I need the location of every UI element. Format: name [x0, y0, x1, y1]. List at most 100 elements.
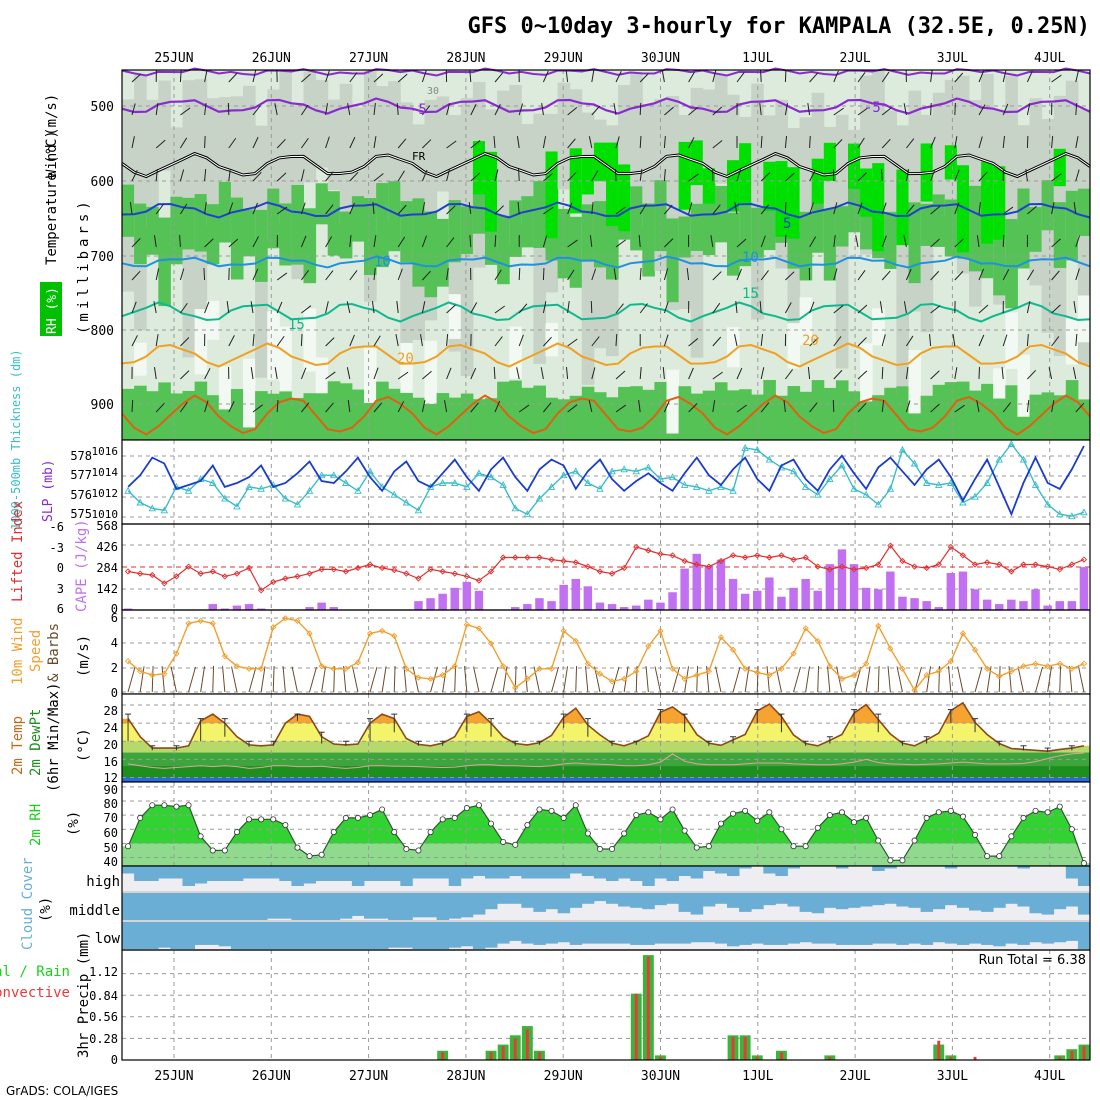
- lifted-index-point: [754, 552, 761, 559]
- cape-bar: [1043, 605, 1052, 610]
- wind-barb: [736, 238, 747, 248]
- lifted-index-point: [766, 554, 773, 561]
- wind10m-speed-point: [959, 630, 967, 637]
- thickness-point: [499, 481, 507, 488]
- wind10m-speed-point: [342, 665, 349, 672]
- wind-barb: [469, 234, 472, 248]
- wind-barb: [639, 367, 642, 380]
- wind10m-speed-point: [124, 658, 132, 665]
- cloud-bar: [654, 922, 667, 944]
- cape-bar: [704, 565, 714, 610]
- rh-shade: [158, 382, 171, 443]
- wind-barb: [760, 135, 763, 149]
- cloud-bar: [654, 866, 667, 879]
- cloud-bar: [206, 922, 220, 945]
- rh2m-point: [802, 843, 809, 850]
- cloud-bar: [896, 922, 909, 945]
- rh-shade: [1029, 98, 1043, 286]
- rh-shade: [218, 366, 232, 410]
- cloud-bar: [230, 922, 244, 949]
- cape-bar: [583, 586, 593, 610]
- lifted-index-point: [185, 563, 192, 570]
- pressure-axis-label: (millibars): [76, 197, 92, 334]
- wind-barb: [1026, 70, 1033, 83]
- cloud-bar: [920, 893, 934, 912]
- thickness-tick: 577: [70, 468, 92, 482]
- wind-barb: [204, 135, 206, 149]
- lifted-index-point: [608, 570, 616, 577]
- wind-barb: [881, 138, 891, 149]
- wind-barb: [397, 73, 408, 83]
- wind10m-speed-point: [984, 665, 991, 672]
- wind-barb: [589, 235, 593, 248]
- wind-barb: [373, 367, 379, 380]
- wind-barb: [760, 270, 769, 281]
- rh-shade: [327, 381, 341, 442]
- thickness-point: [281, 494, 290, 502]
- cloud-bar: [545, 866, 558, 879]
- wind-barb: [349, 136, 356, 149]
- wind-barb: [784, 103, 789, 116]
- rh-shade: [279, 70, 292, 223]
- rh-shade: [848, 391, 861, 452]
- cloud-bar: [763, 893, 776, 906]
- cloud-bar: [848, 922, 861, 945]
- rh2m-point: [125, 843, 132, 850]
- wind-barb: [760, 69, 762, 83]
- wind-barb: [252, 334, 255, 347]
- cloud-bar: [134, 922, 147, 949]
- pressure-tick: 900: [91, 398, 114, 413]
- lifted-index-point: [270, 578, 277, 586]
- wind10m-barb: [551, 666, 559, 693]
- cloud-bar: [497, 922, 510, 944]
- thickness-point: [656, 475, 665, 483]
- wind-barb: [807, 103, 811, 116]
- cloud-bar: [642, 893, 655, 910]
- pressure-tick: 600: [91, 175, 114, 190]
- thickness-point: [511, 504, 520, 512]
- wind-barb: [252, 136, 259, 149]
- wind10m-speed-point: [475, 625, 483, 632]
- cloud-bar: [315, 922, 329, 949]
- cloud-bar: [956, 893, 970, 908]
- thickness-point: [765, 455, 774, 463]
- wind-barb: [373, 73, 384, 83]
- wind-barb: [129, 202, 133, 215]
- rh2m-point: [451, 814, 458, 821]
- rh2m-fill: [122, 782, 1090, 866]
- wind-barb: [978, 268, 985, 281]
- lifted-index-point: [173, 573, 180, 580]
- thickness-point: [487, 473, 495, 481]
- thickness-point: [547, 482, 556, 490]
- slp-thickness-panel: 578 577 576 575 1016 1014 1012 1010 1000…: [9, 349, 1091, 530]
- wind10m-speed-point: [270, 624, 277, 631]
- upper-air-panel: 500 600 700 800 900 -5 30 -5 FR 5 10 10 …: [40, 67, 1091, 460]
- rh-shade: [690, 203, 704, 251]
- wind10m-barb: [333, 665, 336, 693]
- wind-barb: [252, 171, 262, 182]
- cloud-bar: [243, 866, 256, 879]
- wind-barb: [661, 70, 665, 83]
- precip-convective-bar: [634, 993, 638, 1060]
- wind-barb: [518, 303, 528, 314]
- wind-barb: [807, 367, 811, 380]
- cloud-bar: [218, 893, 232, 920]
- wind-barb: [1051, 136, 1054, 149]
- lifted-index-point: [439, 568, 446, 575]
- wind-barb: [930, 102, 932, 116]
- cloud-bar: [436, 893, 450, 920]
- credit-text: GrADS: COLA/IGES: [6, 1084, 118, 1098]
- cloud-bar: [557, 866, 571, 879]
- cloud-bar: [678, 893, 692, 912]
- wind-barb: [1051, 270, 1060, 281]
- wind-barb: [760, 402, 770, 413]
- wind-barb: [396, 102, 399, 116]
- wind10m-barb: [309, 666, 317, 693]
- thickness-point: [1031, 481, 1040, 488]
- wind10m-label: 10m Wind: [10, 618, 26, 685]
- wind10m-speed-point: [572, 637, 579, 645]
- cloud-bar: [739, 893, 752, 912]
- wind-barb: [1073, 301, 1077, 314]
- rh-shade: [134, 203, 147, 265]
- cloud-bar: [1017, 922, 1030, 945]
